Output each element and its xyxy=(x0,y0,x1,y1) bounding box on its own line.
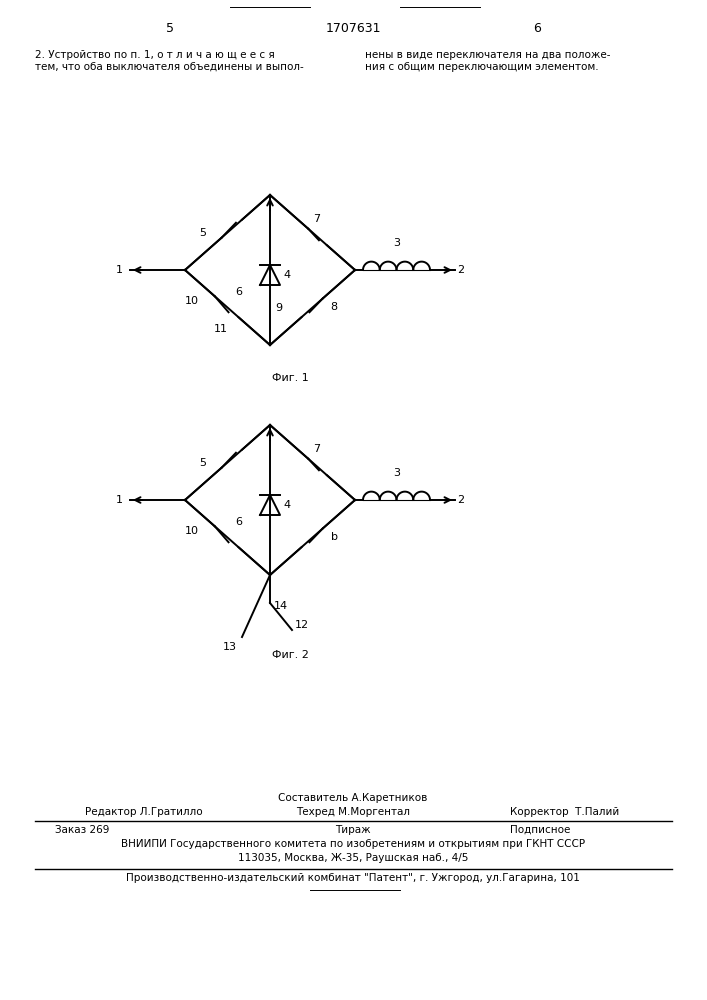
Text: 6: 6 xyxy=(235,287,242,297)
Text: b: b xyxy=(331,532,338,542)
Text: 12: 12 xyxy=(295,620,309,630)
Text: 7: 7 xyxy=(313,214,320,224)
Text: ВНИИПИ Государственного комитета по изобретениям и открытиям при ГКНТ СССР: ВНИИПИ Государственного комитета по изоб… xyxy=(121,839,585,849)
Text: 10: 10 xyxy=(185,296,199,306)
Text: нены в виде переключателя на два положе-
ния с общим переключающим элементом.: нены в виде переключателя на два положе-… xyxy=(365,50,611,72)
Text: 13: 13 xyxy=(223,642,237,652)
Text: Техред М.Моргентал: Техред М.Моргентал xyxy=(296,807,410,817)
Text: 9: 9 xyxy=(275,303,282,313)
Text: 2: 2 xyxy=(457,495,464,505)
Text: 6: 6 xyxy=(235,517,242,527)
Text: 10: 10 xyxy=(185,526,199,536)
Text: 7: 7 xyxy=(313,444,320,454)
Text: 3: 3 xyxy=(393,468,400,478)
Text: Редактор Л.Гратилло: Редактор Л.Гратилло xyxy=(85,807,203,817)
Text: 3: 3 xyxy=(393,238,400,248)
Text: 5: 5 xyxy=(199,458,206,468)
Text: 1: 1 xyxy=(116,495,123,505)
Text: 6: 6 xyxy=(533,22,541,35)
Text: Составитель А.Каретников: Составитель А.Каретников xyxy=(279,793,428,803)
Text: 4: 4 xyxy=(283,500,290,510)
Text: Корректор  Т.Палий: Корректор Т.Палий xyxy=(510,807,619,817)
Text: 14: 14 xyxy=(274,601,288,611)
Text: 113035, Москва, Ж-35, Раушская наб., 4/5: 113035, Москва, Ж-35, Раушская наб., 4/5 xyxy=(238,853,468,863)
Text: 5: 5 xyxy=(199,228,206,238)
Text: 2. Устройство по п. 1, о т л и ч а ю щ е е с я
тем, что оба выключателя объедине: 2. Устройство по п. 1, о т л и ч а ю щ е… xyxy=(35,50,304,72)
Text: Фиг. 2: Фиг. 2 xyxy=(271,650,308,660)
Text: Тираж: Тираж xyxy=(335,825,370,835)
Text: Подписное: Подписное xyxy=(510,825,571,835)
Text: 2: 2 xyxy=(457,265,464,275)
Text: Фиг. 1: Фиг. 1 xyxy=(271,373,308,383)
Text: Производственно-издательский комбинат "Патент", г. Ужгород, ул.Гагарина, 101: Производственно-издательский комбинат "П… xyxy=(126,873,580,883)
Text: 4: 4 xyxy=(283,270,290,280)
Text: 1707631: 1707631 xyxy=(325,22,381,35)
Text: 1: 1 xyxy=(116,265,123,275)
Text: 11: 11 xyxy=(214,324,228,334)
Text: 5: 5 xyxy=(166,22,174,35)
Text: Заказ 269: Заказ 269 xyxy=(55,825,110,835)
Text: 8: 8 xyxy=(331,302,338,312)
